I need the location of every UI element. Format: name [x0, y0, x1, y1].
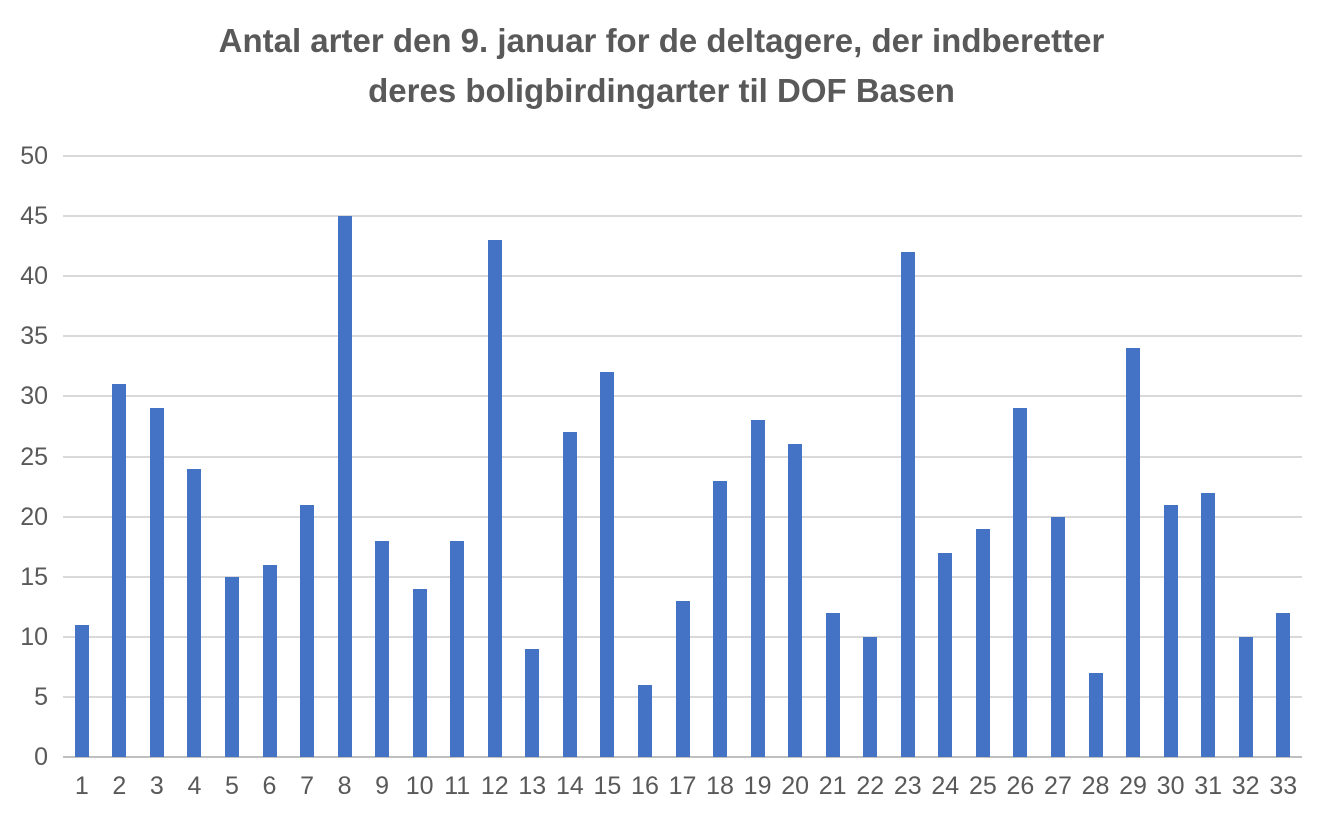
y-axis-tick-label-20: 20: [20, 502, 48, 531]
bar-27: [1050, 516, 1065, 757]
x-axis-tick-label-19: 19: [743, 772, 772, 800]
x-axis-tick-label-5: 5: [225, 772, 239, 800]
x-axis-tick-label-2: 2: [112, 772, 127, 800]
chart-title-line1: Antal arter den 9. januar for de deltage…: [218, 22, 1105, 59]
gridline-35: [63, 335, 1302, 338]
bar-26: [1013, 408, 1028, 757]
x-axis-tick-label-1: 1: [74, 772, 89, 800]
gridline-20: [63, 515, 1302, 518]
y-axis-tick-label-10: 10: [20, 622, 48, 651]
bar-31: [1201, 492, 1216, 757]
x-axis-tick-label-7: 7: [300, 772, 314, 800]
bar-14: [562, 432, 577, 757]
x-axis-tick-label-4: 4: [187, 772, 202, 800]
bar-20: [788, 444, 803, 757]
x-axis-tick-label-24: 24: [931, 772, 960, 800]
x-axis-tick-label-33: 33: [1269, 772, 1298, 800]
bar-10: [412, 588, 427, 757]
x-axis-tick-label-32: 32: [1231, 772, 1260, 800]
bar-1: [74, 624, 89, 757]
bar-8: [337, 216, 352, 757]
y-axis-tick-label-45: 45: [20, 202, 48, 231]
y-axis-tick-label-5: 5: [34, 682, 48, 711]
y-axis-tick-label-50: 50: [20, 142, 48, 170]
bar-29: [1126, 348, 1141, 757]
x-axis-line: [63, 756, 1302, 758]
y-axis-tick-label-30: 30: [20, 382, 48, 411]
bar-16: [637, 684, 652, 757]
x-axis-tick-label-21: 21: [818, 772, 847, 800]
x-axis-tick-label-14: 14: [555, 772, 584, 800]
x-axis-tick-label-20: 20: [781, 772, 810, 800]
x-axis-tick-label-28: 28: [1081, 772, 1110, 800]
plot-area: [63, 155, 1302, 758]
bar-25: [975, 528, 990, 757]
bar-3: [149, 408, 164, 757]
y-axis-tick-label-15: 15: [20, 562, 48, 591]
bar-5: [224, 576, 239, 757]
x-axis-tick-label-8: 8: [337, 772, 352, 800]
x-axis-tick-label-18: 18: [706, 772, 734, 800]
bar-30: [1163, 504, 1178, 757]
bar-4: [187, 468, 202, 757]
x-axis-tick-label-31: 31: [1194, 772, 1223, 800]
gridline-50: [63, 155, 1302, 157]
gridline-25: [63, 455, 1302, 458]
bar-24: [938, 552, 953, 757]
y-axis-tick-label-40: 40: [20, 262, 48, 291]
bar-2: [112, 384, 127, 757]
x-axis-tick-label-26: 26: [1006, 772, 1035, 800]
x-axis-tick-label-27: 27: [1044, 772, 1072, 800]
bar-28: [1088, 672, 1103, 757]
x-axis-tick-label-11: 11: [444, 772, 471, 800]
bar-6: [262, 564, 277, 757]
x-axis-tick-label-25: 25: [968, 772, 997, 800]
bar-9: [375, 540, 390, 757]
bar-12: [487, 240, 502, 757]
bar-18: [713, 480, 728, 757]
gridline-45: [63, 215, 1302, 218]
chart-title-line2: deres boligbirdingarter til DOF Basen: [368, 72, 955, 109]
bar-19: [750, 420, 765, 757]
bar-7: [300, 504, 315, 757]
x-axis-tick-label-29: 29: [1119, 772, 1147, 800]
gridline-30: [63, 395, 1302, 398]
x-axis-tick-label-16: 16: [631, 772, 659, 800]
chart-title: Antal arter den 9. januar for de deltage…: [0, 16, 1323, 116]
gridline-40: [63, 275, 1302, 278]
bar-33: [1276, 612, 1291, 757]
x-axis-tick-label-30: 30: [1156, 772, 1185, 800]
bar-11: [450, 540, 465, 757]
x-axis-tick-label-13: 13: [518, 772, 547, 800]
bar-21: [825, 612, 840, 757]
y-axis-tick-label-35: 35: [20, 322, 48, 351]
y-axis-tick-label-0: 0: [34, 743, 48, 771]
x-axis-tick-label-10: 10: [405, 772, 434, 800]
x-axis-tick-label-22: 22: [856, 772, 885, 800]
gridline-15: [63, 575, 1302, 578]
bar-22: [863, 636, 878, 757]
x-axis-tick-label-3: 3: [149, 772, 164, 800]
x-axis-tick-label-12: 12: [480, 772, 509, 800]
bar-15: [600, 372, 615, 757]
x-axis-tick-label-6: 6: [262, 772, 277, 800]
bar-13: [525, 648, 540, 757]
bar-17: [675, 600, 690, 757]
x-axis-tick-label-23: 23: [893, 772, 922, 800]
x-axis-tick-label-15: 15: [593, 772, 622, 800]
bar-32: [1238, 636, 1253, 757]
x-axis-tick-label-17: 17: [668, 772, 697, 800]
y-axis-tick-label-25: 25: [20, 442, 48, 471]
bar-23: [900, 252, 915, 757]
x-axis-tick-label-9: 9: [375, 772, 390, 800]
